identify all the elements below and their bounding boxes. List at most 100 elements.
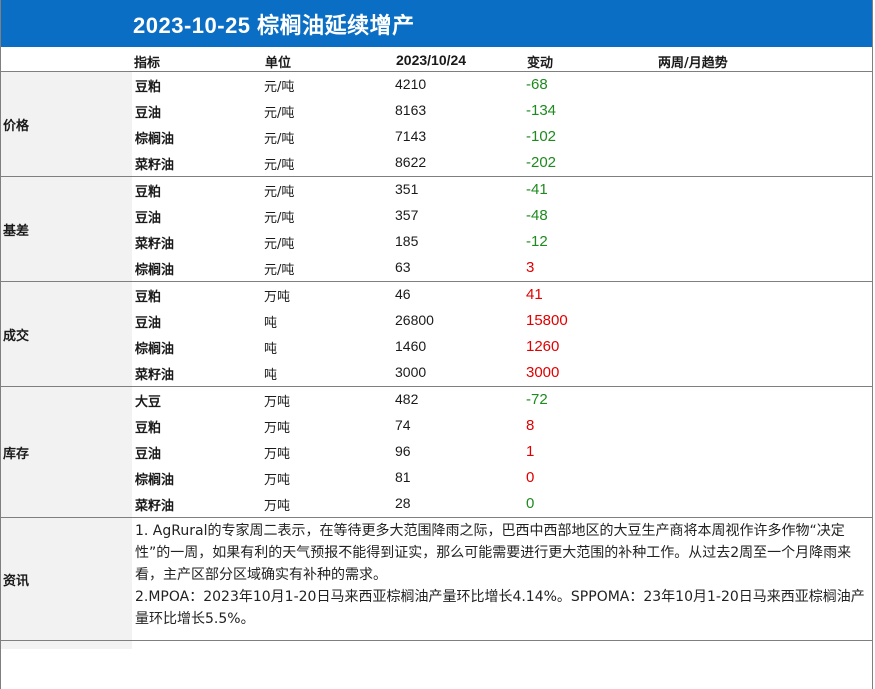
row-name: 豆油 [135, 447, 162, 462]
row-change: 8 [526, 417, 535, 434]
row-name: 棕榈油 [135, 263, 175, 278]
table-row: 大豆 万吨 482 -72 [132, 387, 872, 413]
row-change: -68 [526, 76, 548, 93]
row-value: 26800 [395, 312, 434, 328]
table-row: 豆油 吨 26800 15800 [132, 308, 872, 334]
row-name: 棕榈油 [135, 342, 175, 357]
row-name: 菜籽油 [135, 499, 175, 514]
row-unit: 万吨 [264, 421, 291, 436]
row-unit: 万吨 [264, 447, 291, 462]
table-row: 菜籽油 元/吨 8622 -202 [132, 150, 872, 176]
group-rows: 豆粕 元/吨 4210 -68 豆油 元/吨 8163 -134 棕榈油 元/吨 7143 -102 菜… [132, 72, 872, 176]
row-unit: 元/吨 [264, 185, 295, 200]
header-indicator: 指标 [134, 56, 161, 71]
header-date: 2023/10/24 [396, 52, 467, 68]
row-value: 81 [395, 469, 411, 485]
group-rows: 豆粕 万吨 46 41 豆油吨 26800 15800 棕榈油吨 1460 1260 菜籽油吨 300… [132, 282, 872, 386]
row-name: 豆粕 [135, 80, 162, 95]
row-name: 豆油 [135, 316, 162, 331]
table-row: 棕榈油 万吨 81 0 [132, 465, 872, 491]
group-label: 库存 [1, 387, 132, 517]
row-unit: 元/吨 [264, 80, 295, 95]
row-name: 豆油 [135, 211, 162, 226]
group-rows: 豆粕 元/吨 351 -41 豆油 元/吨 357 -48 菜籽油 元/吨 185 -12 棕榈油 元/吨… [132, 177, 872, 281]
row-value: 46 [395, 286, 411, 302]
row-change: 0 [526, 495, 535, 512]
data-groups: 价格 豆粕 元/吨 4210 -68 豆油 元/吨 8163 -134 棕榈油 元/吨 7143 -10… [1, 72, 872, 518]
row-name: 菜籽油 [135, 368, 175, 383]
row-name: 豆粕 [135, 290, 162, 305]
row-change: -134 [526, 102, 557, 119]
row-value: 7143 [395, 128, 427, 144]
row-change: 41 [526, 286, 543, 303]
row-change: -12 [526, 233, 548, 250]
group-3: 库存 大豆 万吨 482 -72 豆粕 万吨 74 8 豆油 万吨 96 1 棕榈油 万吨 81 0 菜籽油 万吨 2… [1, 387, 872, 518]
table-row: 棕榈油 元/吨 63 3 [132, 255, 872, 281]
row-unit: 吨 [264, 316, 278, 331]
table-row: 菜籽油 吨 3000 3000 [132, 360, 872, 386]
row-change: 3000 [526, 364, 560, 381]
group-2: 成交 豆粕 万吨 46 41 豆油吨 26800 15800 棕榈油吨 1460 1260 菜籽油吨 3… [1, 282, 872, 387]
row-unit: 元/吨 [264, 132, 295, 147]
row-unit: 万吨 [264, 395, 291, 410]
row-value: 4210 [395, 76, 427, 92]
row-unit: 万吨 [264, 290, 291, 305]
header-trend: 两周/月趋势 [658, 56, 728, 71]
bottom-stub [1, 641, 872, 649]
report-title: 2023-10-25 棕榈油延续增产 [1, 0, 872, 47]
row-value: 351 [395, 181, 419, 197]
row-change: 15800 [526, 312, 568, 329]
row-unit: 万吨 [264, 473, 291, 488]
group-rows: 大豆 万吨 482 -72 豆粕 万吨 74 8 豆油 万吨 96 1 棕榈油 万吨 81 0 菜籽油 万吨 28 0 [132, 387, 872, 517]
row-change: 0 [526, 469, 535, 486]
row-unit: 元/吨 [264, 237, 295, 252]
group-1: 基差 豆粕 元/吨 351 -41 豆油 元/吨 357 -48 菜籽油 元/吨 185 -12 棕榈油元… [1, 177, 872, 282]
row-change: 1260 [526, 338, 560, 355]
table-row: 豆粕 万吨 74 8 [132, 413, 872, 439]
row-value: 185 [395, 233, 419, 249]
table-row: 豆粕 元/吨 351 -41 [132, 177, 872, 203]
row-unit: 元/吨 [264, 263, 295, 278]
row-name: 豆油 [135, 106, 162, 121]
news-body: 1. AgRural的专家周二表示，在等待更多大范围降雨之际，巴西中西部地区的大… [132, 518, 872, 640]
news-section: 资讯 1. AgRural的专家周二表示，在等待更多大范围降雨之际，巴西中西部地… [1, 518, 872, 641]
row-unit: 万吨 [264, 499, 291, 514]
header-change: 变动 [527, 56, 554, 71]
row-unit: 吨 [264, 342, 278, 357]
header-unit: 单位 [265, 56, 292, 71]
table-row: 菜籽油 万吨 28 0 [132, 491, 872, 517]
table-row: 豆油 万吨 96 1 [132, 439, 872, 465]
row-value: 3000 [395, 364, 427, 380]
row-change: -202 [526, 154, 557, 171]
group-label: 价格 [1, 72, 132, 176]
news-label: 资讯 [1, 518, 132, 640]
column-header-row: 指标 单位 2023/10/24 变动 两周/月趋势 [1, 47, 872, 72]
row-value: 357 [395, 207, 419, 223]
row-value: 63 [395, 259, 411, 275]
row-change: -72 [526, 391, 548, 408]
table-row: 菜籽油 元/吨 185 -12 [132, 229, 872, 255]
row-name: 菜籽油 [135, 237, 175, 252]
row-value: 8622 [395, 154, 427, 170]
table-row: 豆粕 元/吨 4210 -68 [132, 72, 872, 98]
row-value: 8163 [395, 102, 427, 118]
row-name: 豆粕 [135, 185, 162, 200]
table-row: 豆油 元/吨 8163 -134 [132, 98, 872, 124]
row-unit: 吨 [264, 368, 278, 383]
row-change: 3 [526, 259, 535, 276]
row-unit: 元/吨 [264, 211, 295, 226]
row-change: -102 [526, 128, 557, 145]
row-change: -41 [526, 181, 548, 198]
row-name: 棕榈油 [135, 132, 175, 147]
row-change: 1 [526, 443, 535, 460]
table-row: 豆粕 万吨 46 41 [132, 282, 872, 308]
news-paragraph-2: 2.MPOA：2023年10月1-20日马来西亚棕榈油产量环比增长4.14%。S… [135, 589, 865, 627]
row-value: 482 [395, 391, 419, 407]
row-value: 28 [395, 495, 411, 511]
row-name: 棕榈油 [135, 473, 175, 488]
group-label: 成交 [1, 282, 132, 386]
table-row: 棕榈油 元/吨 7143 -102 [132, 124, 872, 150]
row-name: 豆粕 [135, 421, 162, 436]
bottom-stub-label [1, 641, 132, 649]
